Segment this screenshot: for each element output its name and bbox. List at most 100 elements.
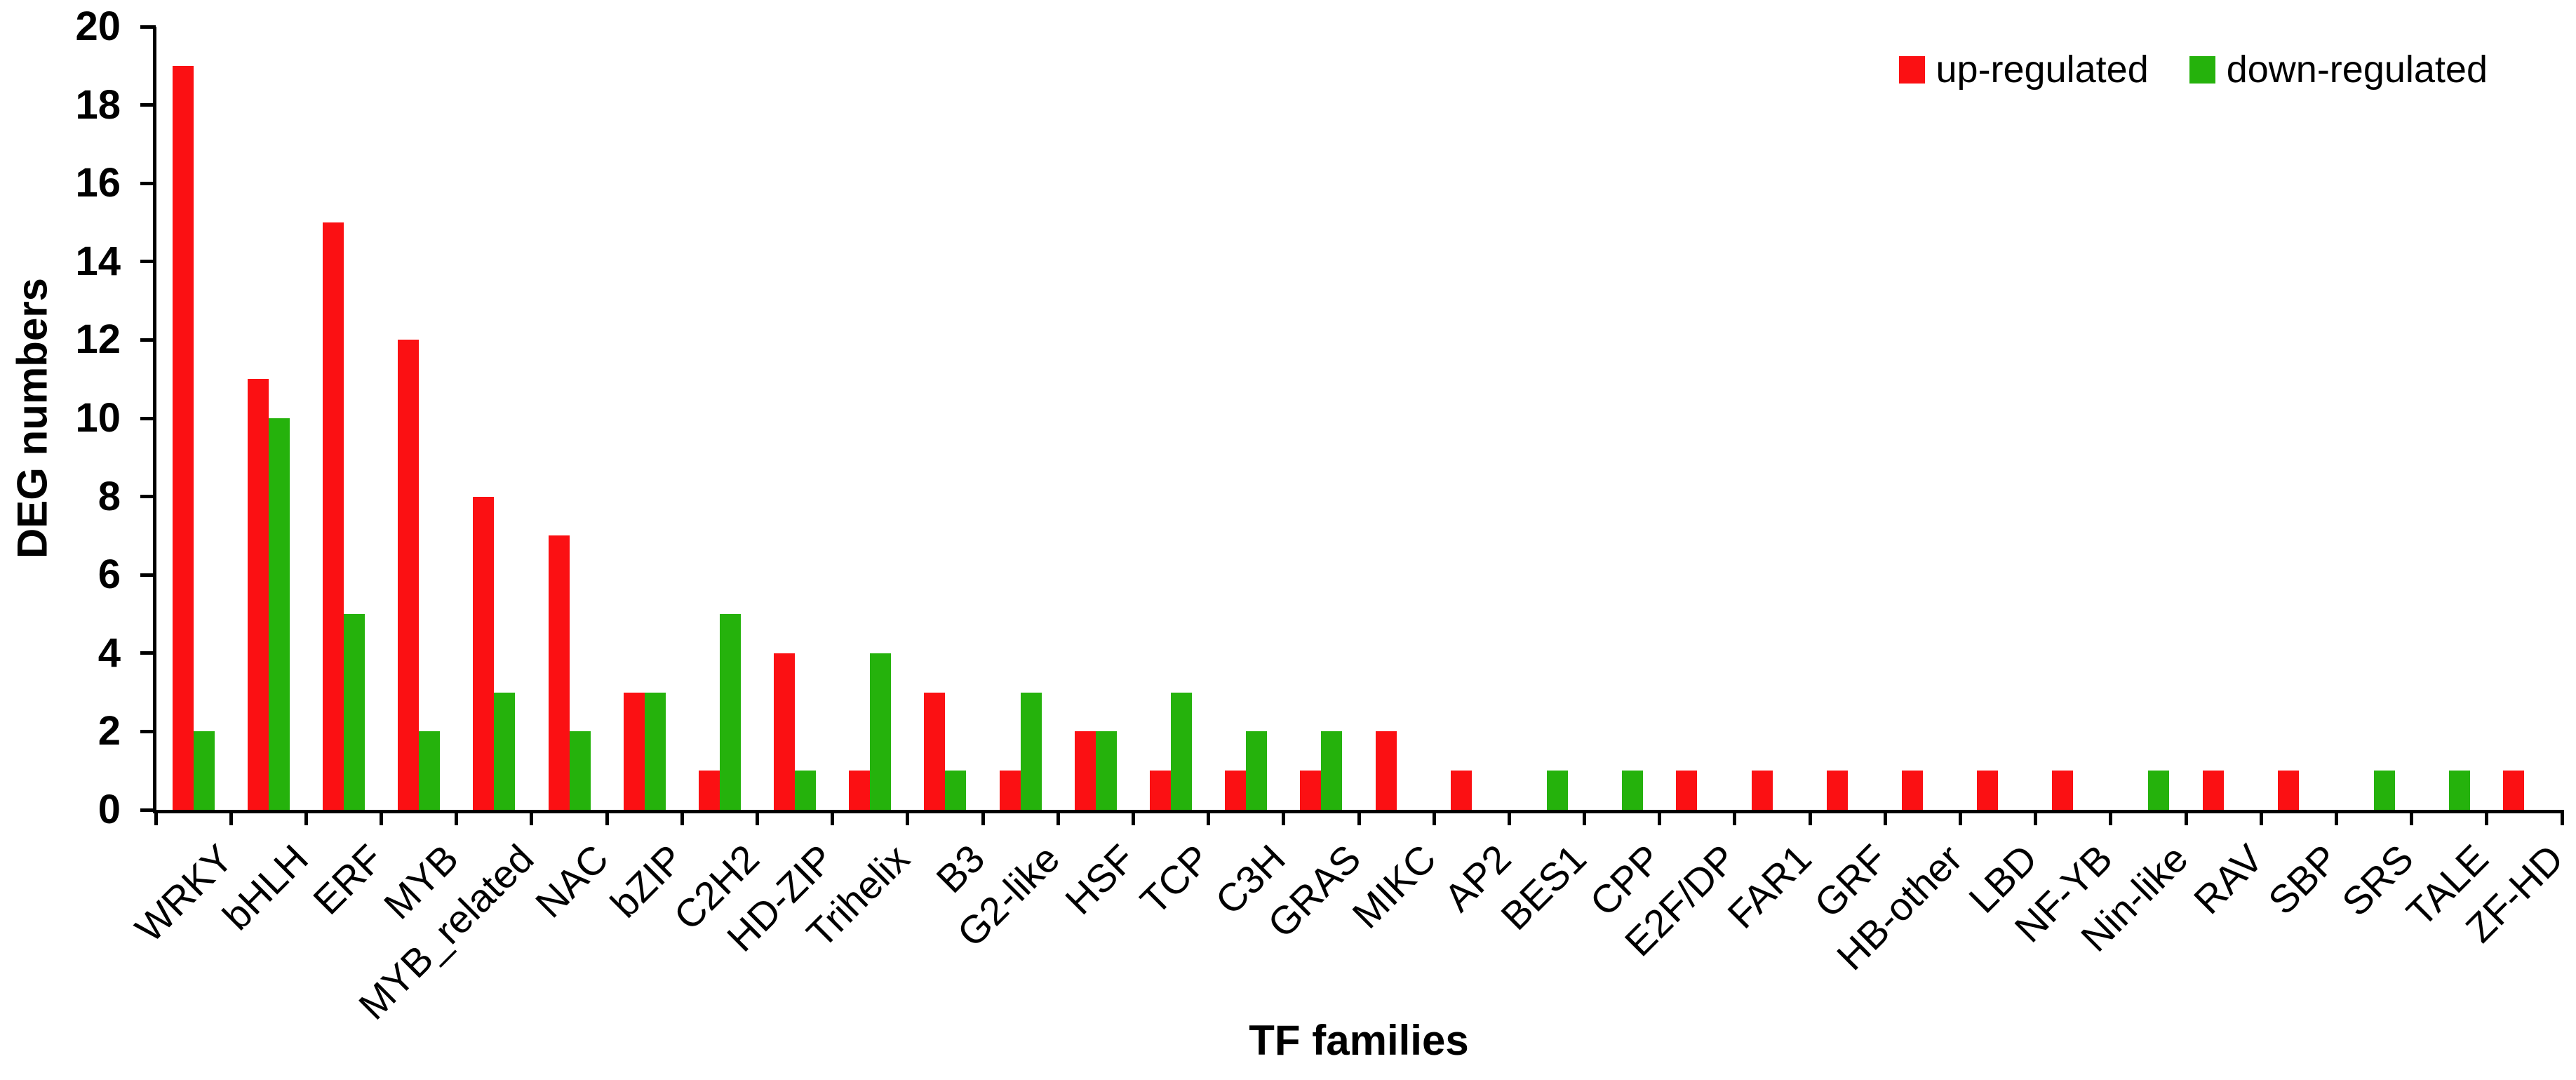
x-tick-mark: [1056, 810, 1060, 825]
x-tick-mark: [1357, 810, 1361, 825]
bar-down-regulated-NAC: [569, 731, 591, 810]
x-category-label: MIKC: [1343, 836, 1444, 937]
x-tick-mark: [304, 810, 308, 825]
x-tick-mark: [1658, 810, 1662, 825]
bar-down-regulated-C3H: [1246, 731, 1268, 810]
x-tick-mark: [1507, 810, 1511, 825]
y-tick-label: 8: [98, 473, 121, 519]
bar-down-regulated-bZIP: [644, 692, 666, 810]
x-tick-mark: [831, 810, 835, 825]
down-regulated-swatch-icon: [2189, 55, 2215, 84]
x-tick-mark: [1959, 810, 1962, 825]
x-axis-title: TF families: [1249, 1017, 1469, 1064]
bar-up-regulated-WRKY: [172, 65, 194, 810]
bar-up-regulated-GRF: [1826, 771, 1848, 810]
bar-up-regulated-G2-like: [999, 771, 1021, 810]
bar-up-regulated-ZF-HD: [2503, 771, 2525, 810]
bar-down-regulated-GRAS: [1321, 731, 1343, 810]
y-tick-label: 6: [98, 552, 121, 598]
x-category-label: WRKY: [126, 836, 241, 951]
y-tick-label: 12: [75, 316, 121, 363]
legend-item-down-regulated: down-regulated: [2189, 51, 2488, 88]
bar-up-regulated-B3: [924, 692, 946, 810]
x-category-label: TCP: [1132, 836, 1219, 924]
bar-down-regulated-C2H2: [719, 614, 741, 810]
bar-down-regulated-TCP: [1171, 692, 1193, 810]
bar-up-regulated-HD-ZIP: [774, 653, 796, 810]
bar-down-regulated-TALE: [2449, 771, 2471, 810]
y-tick-mark: [140, 495, 156, 499]
x-tick-mark: [756, 810, 759, 825]
bar-up-regulated-LBD: [1977, 771, 1999, 810]
bar-up-regulated-MYB: [398, 340, 420, 810]
bar-down-regulated-bHLH: [268, 418, 290, 810]
x-tick-mark: [1808, 810, 1812, 825]
y-tick-mark: [140, 729, 156, 733]
y-tick-mark: [140, 338, 156, 342]
x-tick-mark: [1432, 810, 1436, 825]
bar-up-regulated-ERF: [322, 222, 344, 810]
y-tick-label: 0: [98, 787, 121, 832]
x-tick-mark: [605, 810, 609, 825]
y-tick-mark: [140, 181, 156, 185]
bar-up-regulated-FAR1: [1751, 771, 1773, 810]
bar-up-regulated-C3H: [1225, 771, 1247, 810]
x-category-label: SBP: [2259, 836, 2347, 924]
bar-down-regulated-B3: [945, 771, 967, 810]
x-tick-mark: [1131, 810, 1135, 825]
bar-up-regulated-AP2: [1450, 771, 1472, 810]
y-tick-label: 18: [75, 81, 121, 128]
bar-down-regulated-HSF: [1095, 731, 1117, 810]
y-tick-mark: [140, 103, 156, 107]
bar-up-regulated-NAC: [548, 535, 570, 810]
bar-down-regulated-CPP: [1622, 771, 1644, 810]
bar-down-regulated-WRKY: [193, 731, 215, 810]
y-tick-label: 2: [98, 708, 121, 754]
bar-up-regulated-TCP: [1150, 771, 1172, 810]
legend: up-regulated down-regulated: [1898, 48, 2488, 91]
legend-label-down-regulated: down-regulated: [2226, 48, 2488, 91]
bar-down-regulated-MYB: [419, 731, 441, 810]
y-tick-label: 4: [98, 629, 121, 676]
x-category-label: RAV: [2185, 836, 2272, 923]
x-tick-mark: [2109, 810, 2113, 825]
bar-up-regulated-bZIP: [623, 692, 645, 810]
bar-up-regulated-E2F/DP: [1676, 771, 1698, 810]
x-tick-mark: [2334, 810, 2338, 825]
bar-up-regulated-HSF: [1074, 731, 1096, 810]
y-axis-line: [153, 27, 156, 813]
y-tick-mark: [140, 25, 156, 29]
x-category-label: bHLH: [213, 836, 316, 939]
bar-up-regulated-HB-other: [1901, 771, 1923, 810]
up-regulated-swatch-icon: [1898, 55, 1925, 84]
x-tick-mark: [2034, 810, 2038, 825]
x-tick-mark: [455, 810, 459, 825]
x-tick-mark: [1733, 810, 1737, 825]
x-category-label: ERF: [304, 836, 391, 924]
y-tick-label: 10: [75, 395, 121, 441]
y-tick-label: 20: [75, 4, 121, 49]
bar-down-regulated-BES1: [1546, 771, 1568, 810]
bar-up-regulated-RAV: [2202, 771, 2224, 810]
bar-up-regulated-Trihelix: [849, 771, 871, 810]
x-tick-mark: [229, 810, 233, 825]
bar-up-regulated-MIKC: [1375, 731, 1397, 810]
x-tick-mark: [2560, 810, 2564, 825]
x-axis-line: [153, 810, 2562, 813]
x-tick-mark: [1583, 810, 1587, 825]
bar-up-regulated-C2H2: [698, 771, 720, 810]
legend-item-up-regulated: up-regulated: [1898, 48, 2149, 91]
x-tick-mark: [1207, 810, 1211, 825]
y-tick-label: 16: [75, 160, 121, 206]
bar-down-regulated-SRS: [2374, 771, 2396, 810]
x-tick-mark: [2410, 810, 2414, 825]
bar-up-regulated-SBP: [2277, 771, 2299, 810]
legend-label-up-regulated: up-regulated: [1936, 48, 2149, 91]
x-tick-mark: [2184, 810, 2188, 825]
x-tick-mark: [2485, 810, 2489, 825]
x-tick-mark: [981, 810, 985, 825]
x-tick-mark: [680, 810, 684, 825]
bar-up-regulated-GRAS: [1300, 771, 1322, 810]
x-tick-mark: [2259, 810, 2263, 825]
